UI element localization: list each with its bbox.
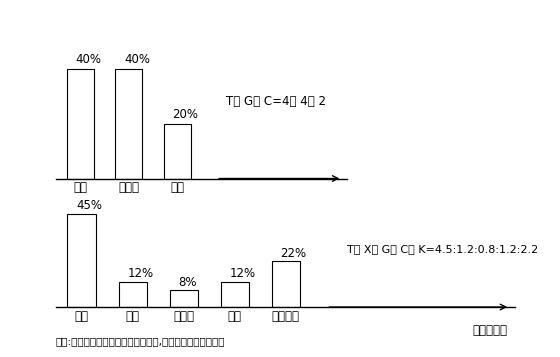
- Text: 12%: 12%: [128, 267, 153, 281]
- Text: 22%: 22%: [281, 247, 307, 260]
- Bar: [221, 282, 249, 307]
- Text: 40%: 40%: [76, 53, 101, 66]
- Bar: [119, 282, 147, 307]
- Bar: [272, 261, 300, 307]
- Bar: [170, 290, 198, 307]
- Bar: [67, 213, 96, 307]
- Text: （综合楼）: （综合楼）: [473, 324, 507, 337]
- Text: 12%: 12%: [230, 267, 255, 281]
- Text: T： G： C=4： 4： 2: T： G： C=4： 4： 2: [226, 95, 326, 108]
- Bar: [115, 69, 142, 178]
- Text: 8%: 8%: [179, 276, 197, 289]
- Bar: [67, 69, 94, 178]
- Text: （住宅楼）: （住宅楼）: [305, 201, 340, 213]
- Text: （注:实际分布比例应根据工程量计算,以上仅为举例形式。）: （注:实际分布比例应根据工程量计算,以上仅为举例形式。）: [56, 336, 226, 346]
- Text: 20%: 20%: [172, 108, 198, 121]
- Text: T： X： G： C： K=4.5:1.2:0.8:1.2:2.2: T： X： G： C： K=4.5:1.2:0.8:1.2:2.2: [347, 244, 538, 254]
- Text: 45%: 45%: [76, 199, 102, 212]
- Text: 40%: 40%: [124, 53, 150, 66]
- Bar: [164, 124, 190, 178]
